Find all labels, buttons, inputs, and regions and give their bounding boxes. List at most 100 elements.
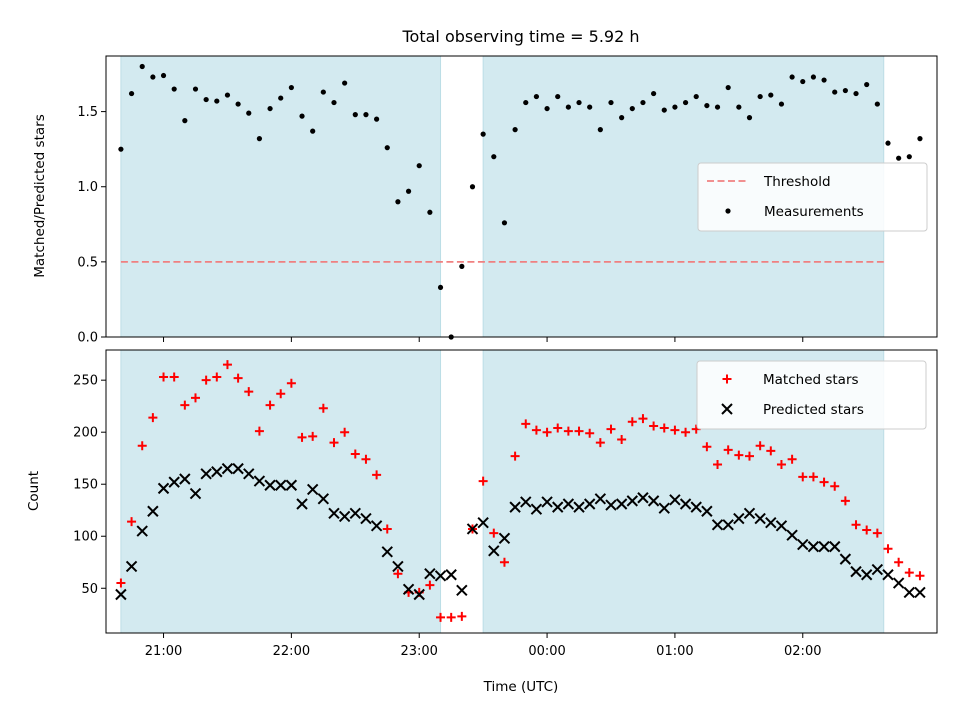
- predicted-star-point: [413, 588, 425, 601]
- predicted-star-point: [871, 563, 884, 576]
- observing-window-band: [120, 56, 441, 337]
- predicted-star-point: [520, 496, 532, 508]
- measurement-point: [395, 199, 401, 205]
- measurement-point: [150, 74, 156, 80]
- predicted-star-point: [424, 567, 436, 580]
- measurement-point: [469, 184, 476, 190]
- measurement-point: [182, 118, 188, 124]
- legend-label: Predicted stars: [763, 402, 864, 418]
- matched-star-point: [276, 389, 286, 399]
- predicted-star-point: [445, 569, 457, 581]
- legend: Threshold Measurements: [697, 162, 928, 232]
- predicted-star-point: [839, 553, 852, 565]
- predicted-star-point: [786, 529, 798, 541]
- matched-star-point: [169, 372, 179, 382]
- measurement-point: [736, 104, 742, 110]
- legend-label: Threshold: [763, 174, 831, 190]
- matched-star-point: [798, 472, 808, 482]
- predicted-star-point: [530, 503, 543, 515]
- x-tick-label: 02:00: [784, 644, 821, 659]
- matched-star-point: [563, 426, 573, 436]
- measurement-point: [203, 96, 209, 103]
- matched-star-point: [595, 438, 605, 448]
- measurement-point: [342, 80, 348, 86]
- predicted-star-point: [349, 507, 362, 520]
- measurement-point: [725, 84, 731, 91]
- measurement-point: [565, 104, 571, 110]
- matched-star-point: [574, 426, 584, 436]
- measurement-point: [171, 86, 177, 92]
- matched-star-point: [862, 525, 872, 535]
- matched-star-point: [297, 432, 307, 442]
- measurement-point: [235, 101, 241, 107]
- matched-star-point: [744, 451, 754, 461]
- measurement-point: [256, 136, 263, 142]
- predicted-star-point: [541, 496, 553, 508]
- bottom-panel-counts: 21:00 22:00 23:00 00:00 01:00 02:00 50 100 150 20…: [73, 349, 938, 659]
- predicted-star-point: [690, 501, 702, 513]
- matched-star-point: [180, 400, 190, 410]
- measurement-point: [288, 84, 294, 91]
- predicted-star-point: [370, 520, 383, 532]
- measurement-point: [224, 92, 231, 98]
- measurement-point: [139, 63, 145, 70]
- measurement-point: [906, 154, 912, 160]
- matched-star-point: [723, 445, 733, 455]
- measurement-point: [214, 98, 220, 104]
- matched-star-point: [265, 400, 275, 410]
- measurement-point: [885, 140, 891, 146]
- legend-matched-swatch: [722, 374, 732, 384]
- predicted-star-point: [466, 523, 479, 535]
- matched-star-point: [457, 611, 467, 621]
- predicted-star-point: [594, 493, 607, 505]
- matched-star-point: [382, 524, 392, 534]
- predicted-star-point: [626, 495, 639, 507]
- measurement-point: [501, 220, 508, 226]
- matched-star-point: [212, 372, 222, 382]
- measurement-point: [672, 104, 678, 110]
- predicted-star-point: [754, 512, 766, 525]
- y-tick-label: 1.5: [77, 105, 98, 120]
- y-tick-label: 50: [81, 582, 98, 597]
- axes-frame: [105, 349, 938, 634]
- predicted-star-point: [285, 479, 298, 491]
- matched-star-point: [904, 568, 914, 578]
- measurement-point: [405, 188, 412, 194]
- y-tick-label: 150: [73, 478, 98, 493]
- measurement-point: [512, 127, 518, 133]
- predicted-star-point: [818, 540, 830, 553]
- measurement-point: [480, 131, 486, 137]
- matched-star-point: [553, 423, 563, 433]
- predicted-star-point: [243, 468, 255, 480]
- matched-star-point: [755, 441, 765, 451]
- measurement-point: [587, 104, 593, 110]
- x-tick-label: 00:00: [528, 644, 565, 659]
- measurement-point: [768, 92, 774, 98]
- measurement-point: [544, 105, 550, 112]
- matched-star-point: [819, 477, 829, 487]
- matched-star-point: [894, 557, 904, 567]
- measurement-point: [491, 154, 497, 160]
- measurement-point: [363, 112, 369, 118]
- measurement-point: [917, 136, 923, 142]
- measurement-point: [842, 87, 848, 94]
- matched-star-point: [318, 403, 328, 413]
- matched-star-point: [638, 414, 648, 424]
- matched-star-point: [499, 557, 509, 567]
- x-tick-label: 22:00: [273, 644, 310, 659]
- measurement-point: [374, 116, 380, 122]
- measurement-point: [800, 78, 806, 85]
- matched-star-point: [851, 520, 861, 530]
- predicted-star-point: [829, 540, 841, 553]
- matched-star-point: [489, 528, 499, 538]
- legend-predicted-swatch: [721, 403, 733, 415]
- measurement-point: [714, 104, 721, 110]
- predicted-star-point: [168, 476, 180, 488]
- predicted-star-point: [733, 512, 745, 525]
- measurement-point: [693, 93, 699, 100]
- y-tick-label: 100: [73, 530, 98, 545]
- predicted-star-point: [647, 495, 660, 507]
- predicted-star-point: [765, 517, 777, 529]
- predicted-star-point: [850, 565, 862, 578]
- predicted-star-point: [232, 462, 244, 475]
